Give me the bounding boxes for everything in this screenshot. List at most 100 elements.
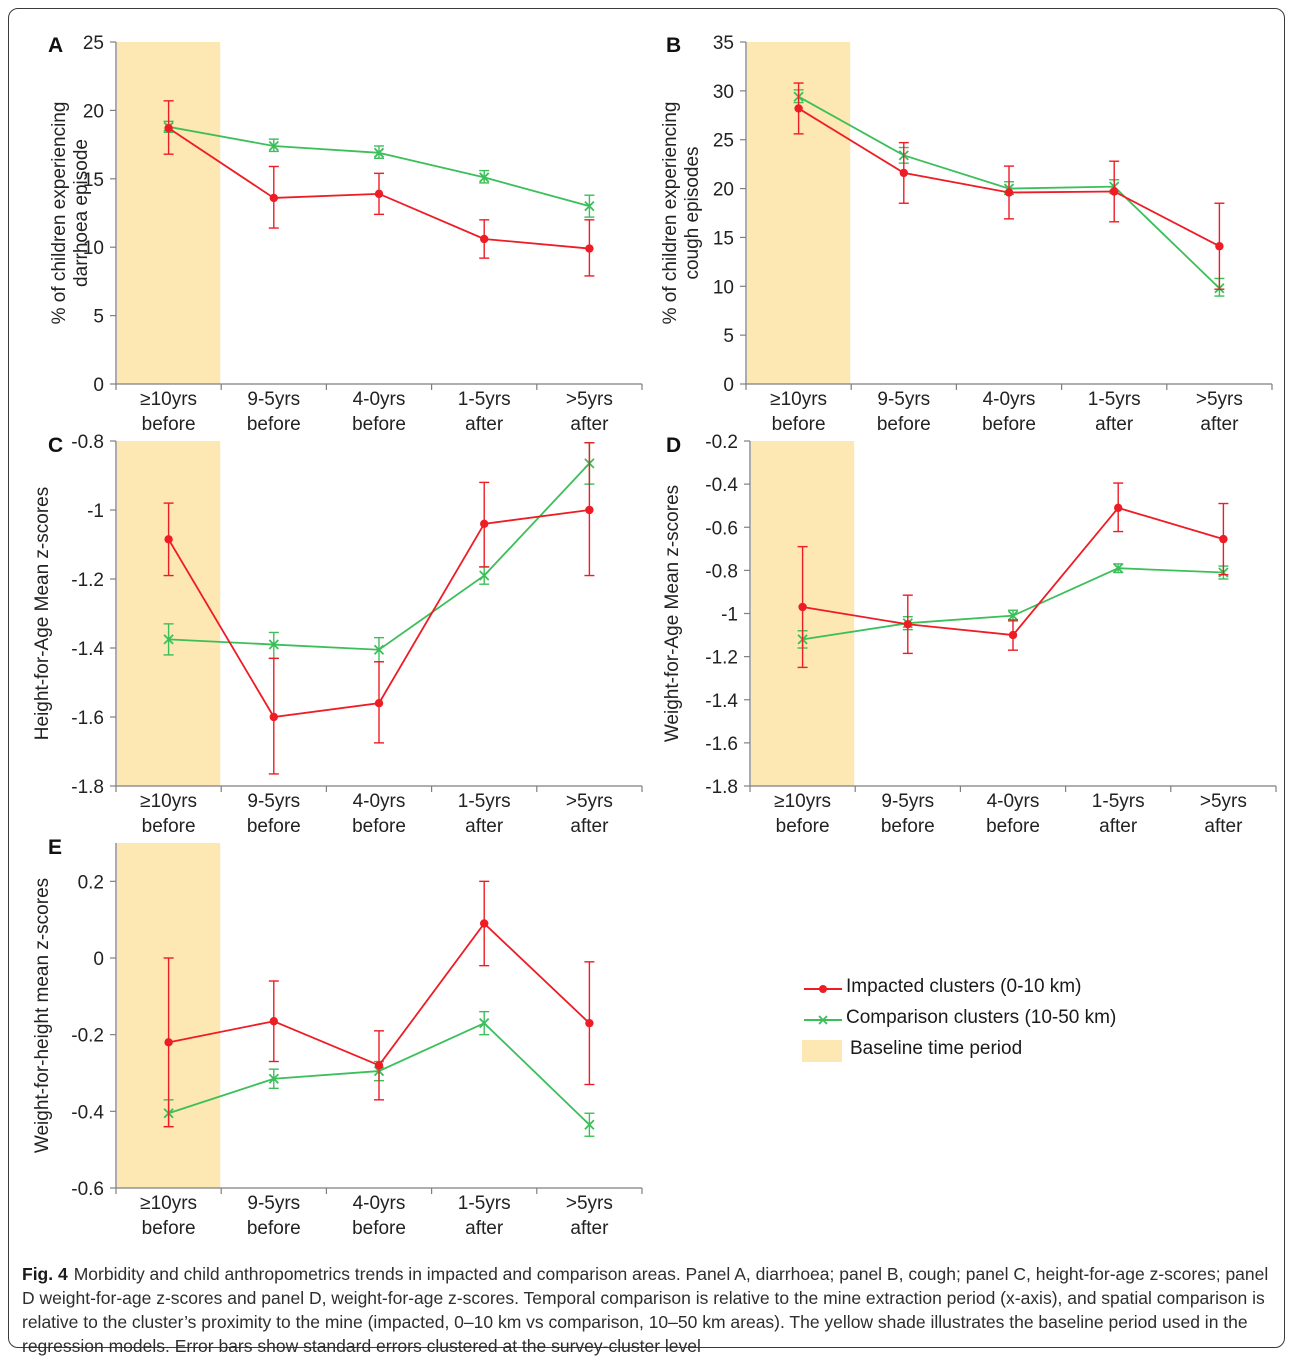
panel-d-y-axis-label: Weight-for-Age Mean z-scores: [662, 485, 683, 742]
panel-e-impacted-point: [269, 1017, 278, 1026]
panel-a-category-label: 4-0yrs before: [352, 389, 406, 435]
legend-label-comparison: Comparison clusters (10-50 km): [846, 1007, 1117, 1028]
panel-e-category-label: 1-5yrs after: [458, 1193, 511, 1239]
panel-a-impacted-point: [585, 244, 594, 253]
panel-c-comparison-point: [373, 644, 385, 655]
panel-a-category-label: 9-5yrs before: [247, 389, 301, 435]
figure-frame: [8, 8, 1285, 1348]
panel-a-ytick-label: 5: [93, 307, 104, 328]
panel-b-ytick-label: 25: [713, 131, 734, 152]
panel-c-category-label: 9-5yrs before: [247, 791, 301, 837]
panel-b-impacted-point: [899, 168, 908, 178]
legend-swatch-impacted: [804, 985, 842, 993]
panel-c-category-label: 4-0yrs before: [352, 791, 406, 837]
panel-c-category-label: ≥10yrs before: [140, 791, 197, 837]
panel-e-impacted-point: [374, 1061, 384, 1070]
panel-a-ytick-label: 25: [83, 33, 104, 54]
panel-b-category-label: >5yrs after: [1196, 389, 1243, 435]
legend-label-impacted: Impacted clusters (0-10 km): [846, 976, 1082, 997]
panel-b-category-label: 9-5yrs before: [877, 389, 931, 435]
panel-c-category-label: >5yrs after: [566, 791, 613, 837]
panel-d-ytick-label: -0.8: [705, 561, 738, 582]
legend-item-baseline: Baseline time period: [800, 1037, 1220, 1068]
panel-a-comparison-point: [479, 172, 490, 183]
panel-c-comparison-point: [268, 639, 279, 650]
panel-c-impacted-point: [585, 505, 594, 515]
panel-e-comparison-point: [479, 1018, 490, 1029]
panel-d-impacted-point: [1008, 630, 1018, 640]
panel-c-ytick-label: -1.2: [71, 570, 104, 591]
panel-b-impacted-point: [1215, 242, 1224, 251]
panel-d-ytick-label: -1.6: [705, 734, 738, 755]
panel-d-comparison-point: [1007, 610, 1019, 621]
panel-c: -1.8 -1.6 -1.4 -1.2 -1 -0.8 ≥10yrs before 9-5yrs…: [32, 432, 643, 837]
panel-e-category-label: 4-0yrs before: [352, 1193, 406, 1239]
panel-b-ytick-label: 30: [713, 82, 734, 103]
panel-a-ytick-label: 10: [83, 238, 104, 259]
panel-d-impacted-point: [1114, 503, 1123, 513]
panel-b-impacted-point: [1004, 188, 1014, 197]
legend-item-impacted: Impacted clusters (0-10 km): [800, 975, 1220, 1006]
panel-a-impacted-point: [374, 189, 384, 199]
panel-c-ytick-label: -1: [87, 501, 104, 522]
panel-a-category-label: 1-5yrs after: [458, 389, 511, 435]
panel-c-ytick-label: -1.6: [71, 708, 104, 729]
panel-a: 0 5 10 15 20 25 ≥10yrs before 9-5yrs before 4-0yrs…: [48, 33, 643, 435]
panel-e-impacted-point: [164, 1038, 173, 1047]
panel-b-category-label: ≥10yrs before: [770, 389, 827, 435]
panel-d-ytick-label: -1.2: [705, 648, 738, 669]
panel-a-impacted-point: [269, 193, 278, 203]
panel-d-impacted-point: [903, 620, 912, 629]
panel-e-ytick-label: -0.2: [71, 1026, 104, 1047]
panel-b-ytick-label: 10: [713, 277, 734, 298]
legend-item-comparison: Comparison clusters (10-50 km): [800, 1006, 1220, 1037]
panel-d-letter: D: [666, 434, 681, 457]
panel-c-comparison-line: [168, 462, 591, 651]
panel-c-impacted-point: [374, 699, 384, 708]
panel-d-impacted-point: [1219, 534, 1228, 544]
panel-a-comparison-point: [373, 147, 385, 158]
panel-e-impacted-point: [585, 1018, 594, 1028]
panel-e-category-label: 9-5yrs before: [247, 1193, 301, 1239]
panel-b-impacted-point: [1110, 187, 1119, 196]
panel-a-baseline-shade: [117, 42, 221, 384]
panel-c-comparison-point: [479, 570, 490, 581]
panel-c-y-axis-label: Height-for-Age Mean z-scores: [32, 487, 53, 740]
panel-a-y-axis-label: % of children experiencingdarrhoea episo…: [49, 102, 92, 325]
panel-a-ytick-label: 15: [83, 170, 104, 191]
panel-c-baseline-shade: [117, 441, 221, 786]
panel-a-impacted-point: [164, 123, 173, 133]
panel-d: -1.8 -1.6 -1.4 -1.2 -1 -0.8 -0.6 -0.4 -0.2 ≥10yrs…: [662, 432, 1277, 837]
panel-d-ytick-label: -0.2: [705, 432, 738, 453]
panel-e-y-axis-label: Weight-for-height mean z-scores: [32, 878, 53, 1153]
panel-d-impacted-point: [798, 602, 807, 612]
panel-a-ytick-label: 20: [83, 101, 104, 122]
panel-d-category-label: 4-0yrs before: [986, 791, 1040, 837]
panel-e-ytick-label: 0: [93, 949, 104, 970]
panel-b-ytick-label: 20: [713, 180, 734, 201]
panel-d-ytick-label: -0.4: [705, 475, 738, 496]
panel-b-category-label: 4-0yrs before: [982, 389, 1036, 435]
panel-b-ytick-label: 5: [723, 326, 734, 347]
panel-a-comparison-point: [584, 201, 595, 212]
panel-c-ytick-label: -1.8: [71, 777, 104, 798]
legend: Impacted clusters (0-10 km) Comparison c…: [800, 975, 1220, 1068]
caption-text: Morbidity and child anthropometrics tren…: [22, 1264, 1269, 1356]
panel-b-category-label: 1-5yrs after: [1088, 389, 1141, 435]
panel-c-category-label: 1-5yrs after: [458, 791, 511, 837]
panel-e-category-label: >5yrs after: [566, 1193, 613, 1239]
panel-c-ytick-label: -0.8: [71, 432, 104, 453]
panel-c-impacted-point: [164, 535, 173, 544]
panel-b-ytick-label: 35: [713, 33, 734, 54]
figure-label: Fig. 4: [22, 1264, 68, 1284]
panel-d-category-label: 9-5yrs before: [881, 791, 935, 837]
panel-d-category-label: >5yrs after: [1200, 791, 1247, 837]
panel-d-category-label: 1-5yrs after: [1092, 791, 1145, 837]
panel-b-y-axis-label: % of children experiencingcough episodes: [660, 102, 703, 325]
panel-d-ytick-label: -1.4: [705, 691, 738, 712]
panel-b: 0 5 10 15 20 25 30 35 ≥10yrs before 9-5yrs before 4-…: [660, 33, 1273, 435]
legend-label-baseline: Baseline time period: [850, 1038, 1023, 1059]
panel-e-ytick-label: -0.6: [71, 1179, 104, 1200]
panel-e: -0.6 -0.4 -0.2 0 0.2 ≥10yrs before 9-5yrs before…: [32, 836, 643, 1239]
panel-d-ytick-label: -0.6: [705, 518, 738, 539]
